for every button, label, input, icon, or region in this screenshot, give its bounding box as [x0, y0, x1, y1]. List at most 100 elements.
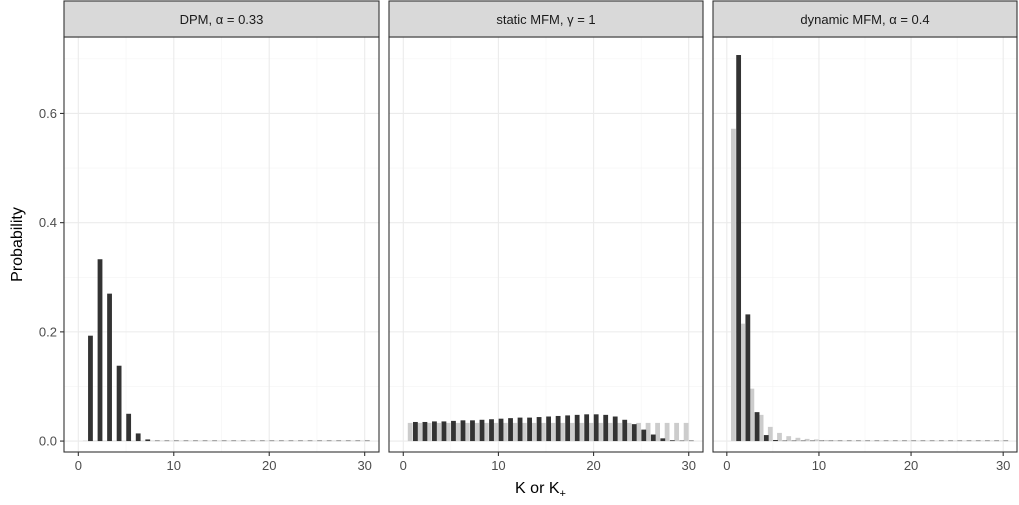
x-tick-label: 20 [904, 458, 918, 473]
bar-light-k5 [121, 440, 126, 442]
bar-light-k20 [588, 422, 594, 442]
bar-dark-k28 [669, 440, 675, 442]
bar-dark-k2 [97, 259, 103, 442]
bar-dark-k8 [800, 440, 806, 442]
bar-dark-k30 [364, 440, 370, 442]
bar-light-k5 [445, 422, 451, 442]
bar-dark-k25 [641, 429, 647, 442]
bar-light-k11 [178, 440, 184, 442]
bar-dark-k12 [193, 440, 198, 442]
bar-dark-k19 [902, 440, 907, 442]
bar-dark-k20 [269, 440, 275, 442]
bar-light-k27 [331, 440, 336, 442]
bar-light-k7 [464, 422, 470, 442]
bar-light-k23 [292, 440, 298, 442]
bar-light-k17 [235, 440, 241, 442]
bar-light-k19 [579, 422, 584, 442]
bar-dark-k13 [527, 417, 532, 442]
bar-light-k9 [483, 422, 489, 442]
bar-dark-k27 [660, 438, 666, 442]
bar-dark-k7 [791, 440, 797, 442]
bar-light-k21 [598, 422, 603, 442]
bar-light-k12 [512, 422, 518, 442]
bar-dark-k13 [202, 440, 208, 442]
bar-light-k30 [683, 422, 689, 442]
bar-light-k17 [878, 440, 884, 442]
bar-light-k15 [541, 422, 546, 442]
facet-strip [388, 0, 704, 38]
bar-light-k11 [502, 422, 508, 442]
bar-dark-k30 [1003, 440, 1009, 442]
bar-dark-k29 [679, 440, 685, 442]
bar-dark-k7 [145, 439, 151, 442]
bar-dark-k23 [298, 440, 303, 442]
bar-dark-k12 [837, 440, 843, 442]
x-axis-title: K or K+ [515, 480, 566, 500]
bar-dark-k11 [183, 440, 189, 442]
bar-dark-k5 [126, 413, 132, 442]
bar-dark-k28 [345, 440, 351, 442]
bar-light-k14 [850, 440, 856, 442]
bar-light-k7 [786, 436, 792, 442]
bar-light-k1 [82, 440, 88, 442]
bar-dark-k16 [231, 440, 237, 442]
x-tick-label: 20 [262, 458, 276, 473]
bar-dark-k21 [920, 440, 926, 442]
bar-light-k12 [187, 440, 193, 442]
bar-light-k22 [283, 440, 289, 442]
bar-dark-k3 [432, 421, 437, 442]
bar-light-k3 [426, 422, 432, 442]
bar-light-k16 [226, 440, 231, 442]
bar-light-k29 [674, 422, 680, 442]
bar-light-k7 [140, 440, 145, 442]
bar-dark-k27 [336, 440, 342, 442]
bar-light-k14 [206, 440, 212, 442]
bar-light-k19 [896, 440, 902, 442]
bar-light-k6 [455, 422, 461, 442]
x-tick-label: 30 [996, 458, 1010, 473]
x-tick-label: 0 [723, 458, 730, 473]
bar-light-k8 [149, 440, 155, 442]
bar-dark-k13 [846, 440, 852, 442]
bar-dark-k3 [754, 412, 760, 442]
bar-light-k4 [111, 440, 117, 442]
x-axis-title-main: K or K [515, 480, 560, 497]
bar-dark-k1 [88, 335, 93, 442]
bar-dark-k1 [412, 421, 418, 442]
bar-dark-k28 [984, 440, 990, 442]
bar-light-k15 [860, 440, 865, 442]
bar-dark-k18 [250, 440, 256, 442]
bar-dark-k6 [782, 440, 788, 442]
bar-dark-k3 [107, 293, 112, 442]
bar-light-k20 [906, 440, 911, 442]
bar-dark-k2 [422, 421, 428, 442]
bar-light-k20 [264, 440, 270, 442]
facet-strip-label: DPM, α = 0.33 [180, 12, 264, 27]
bar-dark-k24 [307, 440, 313, 442]
bar-light-k25 [636, 422, 641, 442]
bar-light-k1 [731, 128, 736, 442]
bar-dark-k20 [911, 440, 917, 442]
bar-dark-k16 [555, 415, 561, 442]
bar-light-k25 [952, 440, 957, 442]
bar-light-k26 [645, 422, 651, 442]
bar-dark-k11 [828, 440, 834, 442]
bar-light-k1 [407, 422, 413, 442]
bar-dark-k21 [603, 414, 609, 442]
y-tick-label: 0.4 [39, 215, 57, 230]
bar-light-k19 [254, 440, 260, 442]
facet-strip-label: dynamic MFM, α = 0.4 [800, 12, 929, 27]
bar-dark-k26 [326, 440, 332, 442]
bar-light-k18 [245, 440, 250, 442]
bar-dark-k15 [221, 440, 227, 442]
bar-light-k23 [617, 422, 622, 442]
y-tick-label: 0.6 [39, 106, 57, 121]
facet-panel-1: DPM, α = 0.33 0 10 20 30 [63, 0, 380, 473]
bar-light-k10 [493, 422, 499, 442]
x-tick-label: 30 [681, 458, 695, 473]
bar-dark-k4 [441, 421, 447, 442]
bar-dark-k18 [892, 440, 898, 442]
x-tick-label: 10 [491, 458, 505, 473]
bar-light-k21 [273, 440, 279, 442]
facet-strip [712, 0, 1018, 38]
